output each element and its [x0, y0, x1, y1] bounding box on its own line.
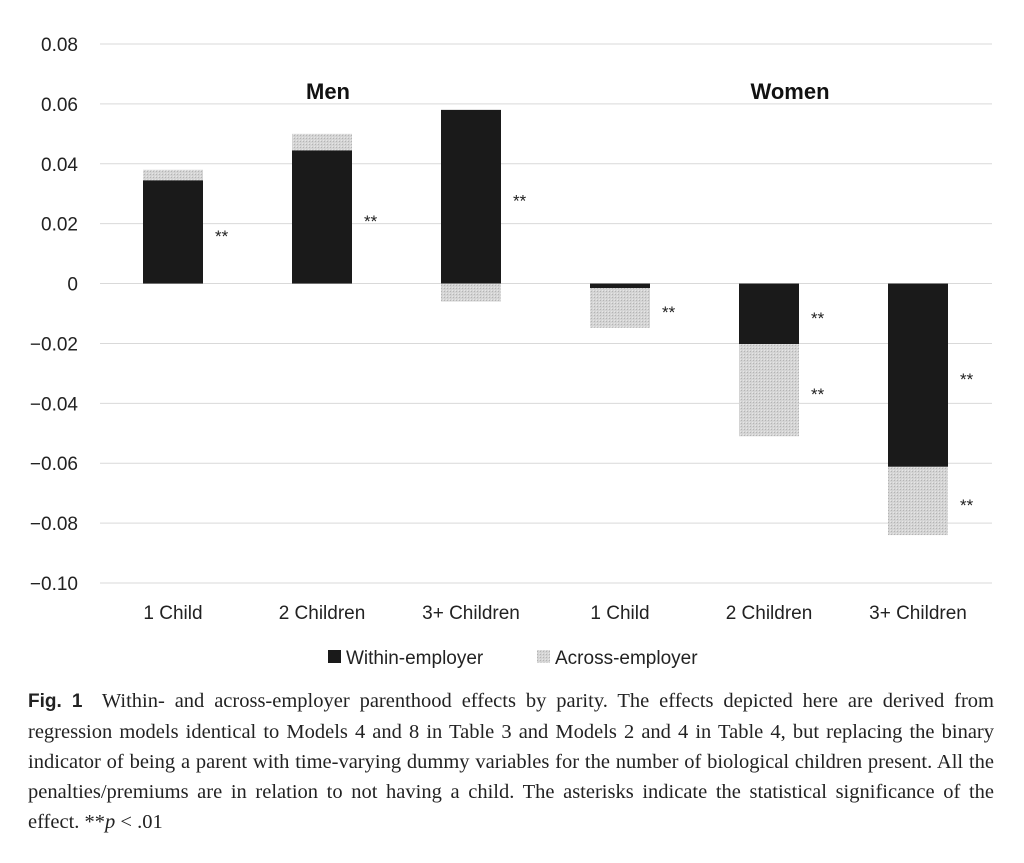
x-category-label: 2 Children: [726, 603, 813, 624]
significance-marker: **: [811, 385, 825, 404]
significance-marker: **: [811, 309, 825, 328]
within-employer-bar: [739, 283, 799, 345]
across-employer-bar: [590, 288, 650, 328]
y-tick-label: −0.02: [30, 334, 78, 355]
gridlines: [100, 43, 992, 584]
caption-p-threshold: < .01: [115, 811, 163, 833]
group-label-men: Men: [306, 79, 350, 104]
y-tick-label: −0.04: [30, 394, 79, 415]
figure-caption: Fig. 1 Within- and across-employer paren…: [28, 686, 994, 837]
bars: [143, 109, 948, 536]
caption-p-symbol: p: [105, 811, 116, 833]
within-employer-bar: [441, 109, 501, 284]
y-tick-label: 0.06: [41, 95, 78, 116]
y-tick-label: −0.06: [30, 454, 78, 475]
y-tick-label: −0.08: [30, 514, 78, 535]
across-employer-bar: [888, 466, 948, 536]
legend-label: Across-employer: [555, 648, 698, 669]
within-employer-bar: [143, 180, 203, 284]
within-employer-bar: [888, 283, 948, 467]
group-label-women: Women: [750, 79, 829, 104]
significance-marker: **: [960, 370, 974, 389]
significance-markers: ** ** ** ** ** ** ** **: [215, 192, 974, 515]
across-employer-bar: [739, 344, 799, 437]
significance-marker: **: [513, 192, 527, 211]
significance-marker: **: [960, 496, 974, 515]
y-tick-label: 0.02: [41, 215, 78, 236]
legend-swatch: [328, 650, 341, 663]
x-axis-category-labels: 1 Child 2 Children 3+ Children 1 Child 2 Chi…: [143, 603, 966, 624]
legend-swatch: [537, 650, 550, 663]
y-tick-label: 0.04: [41, 155, 78, 176]
x-category-label: 2 Children: [279, 603, 366, 624]
y-tick-label: 0: [67, 275, 78, 296]
within-employer-bar: [292, 150, 352, 284]
y-axis-tick-labels: 0.08 0.06 0.04 0.02 0 −0.02 −0.04 −0.06 −0.08 −0.…: [30, 35, 79, 595]
caption-text: Within- and across-employer parenthood e…: [28, 690, 994, 833]
parenthood-effects-chart: 0.08 0.06 0.04 0.02 0 −0.02 −0.04 −0.06 −0.08 −0.…: [30, 35, 992, 669]
x-category-label: 3+ Children: [869, 603, 967, 624]
significance-marker: **: [215, 227, 229, 246]
figure-number: Fig. 1: [28, 691, 83, 712]
across-employer-bar: [143, 169, 203, 181]
y-tick-label: 0.08: [41, 35, 78, 56]
x-category-label: 3+ Children: [422, 603, 520, 624]
legend: Within-employer Across-employer: [328, 648, 698, 669]
y-tick-label: −0.10: [30, 574, 78, 595]
significance-marker: **: [364, 212, 378, 231]
x-category-label: 1 Child: [143, 603, 202, 624]
within-employer-bar: [590, 283, 650, 289]
across-employer-bar: [292, 133, 352, 151]
legend-label: Within-employer: [346, 648, 484, 669]
x-category-label: 1 Child: [590, 603, 649, 624]
across-employer-bar: [441, 283, 501, 302]
significance-marker: **: [662, 303, 676, 322]
